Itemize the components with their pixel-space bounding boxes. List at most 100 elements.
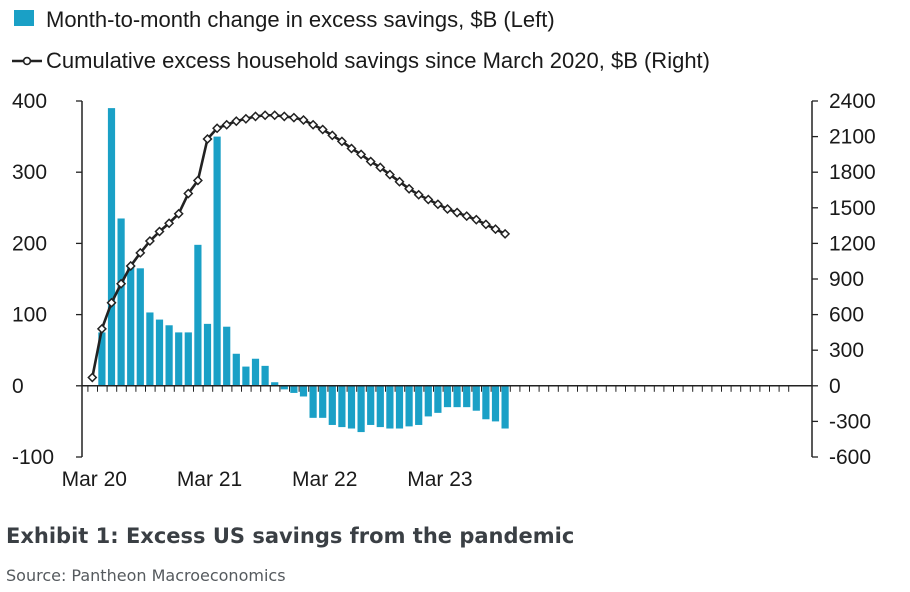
- line-point: [384, 169, 395, 180]
- legend-line-marker: [22, 56, 32, 66]
- bar-series: [98, 108, 509, 433]
- line-point: [413, 189, 424, 200]
- y-right-tick-label: 600: [829, 304, 864, 327]
- line-point: [356, 149, 367, 160]
- line-point: [500, 228, 511, 239]
- y-right-tick-label: 0: [829, 375, 841, 398]
- bar: [290, 385, 298, 393]
- bar: [424, 385, 432, 417]
- x-tick-label: Mar 23: [407, 468, 472, 491]
- bar: [347, 385, 356, 429]
- line-point: [327, 130, 338, 141]
- bar: [251, 358, 260, 386]
- y-right-tick-label: 2400: [829, 90, 876, 113]
- bar: [146, 312, 154, 386]
- legend-label-bars: Month-to-month change in excess savings,…: [46, 7, 555, 32]
- bar: [232, 353, 240, 386]
- bar: [491, 385, 500, 422]
- x-tick-label: Mar 22: [292, 468, 357, 491]
- bar: [386, 385, 394, 429]
- line-point: [490, 224, 501, 235]
- bar: [175, 332, 183, 386]
- line-point: [183, 188, 194, 199]
- bar: [338, 385, 346, 428]
- bar: [357, 385, 365, 433]
- line-point: [96, 323, 107, 334]
- y-right-tick-label: 1500: [829, 197, 876, 220]
- line-point: [144, 236, 155, 247]
- y-right-tick-label: 1200: [829, 232, 876, 255]
- bar: [261, 365, 269, 386]
- legend-label-line: Cumulative excess household savings sinc…: [46, 48, 710, 73]
- bar: [405, 385, 413, 427]
- line-point: [471, 214, 482, 225]
- line-point: [221, 119, 232, 130]
- line-point: [212, 123, 223, 134]
- bar: [453, 385, 461, 408]
- y-right-tick-label: 2100: [829, 126, 876, 149]
- line-point: [452, 207, 463, 218]
- bar: [98, 332, 106, 386]
- line-point: [432, 199, 443, 210]
- y-left-tick-label: 200: [12, 232, 47, 255]
- bar: [184, 332, 192, 386]
- line-point: [135, 247, 146, 258]
- bar: [319, 385, 327, 418]
- line-point: [116, 278, 127, 289]
- bar: [136, 268, 144, 386]
- line-point: [394, 176, 405, 187]
- bar: [367, 385, 375, 425]
- x-tick-label: Mar 21: [177, 468, 242, 491]
- line-series: [87, 110, 511, 383]
- line-point: [269, 110, 280, 121]
- bar: [482, 385, 490, 420]
- line-point: [154, 226, 165, 237]
- line-point: [125, 260, 136, 271]
- line-point: [317, 124, 328, 135]
- bar: [443, 385, 452, 408]
- line-point: [279, 111, 290, 122]
- line-point: [308, 119, 319, 130]
- line-point: [250, 111, 261, 122]
- legend-swatch-bars: [14, 10, 34, 26]
- bar: [501, 385, 509, 429]
- line-point: [480, 219, 491, 230]
- bar: [213, 136, 221, 386]
- caption-area: [0, 492, 910, 592]
- chart-caption-source: Source: Pantheon Macroeconomics: [6, 566, 286, 585]
- y-right-tick-label: 1800: [829, 161, 876, 184]
- y-left-tick-label: 0: [12, 375, 24, 398]
- y-left-tick-label: 400: [12, 90, 47, 113]
- y-right-tick-label: -300: [829, 410, 871, 433]
- bar: [328, 385, 336, 425]
- line-point: [365, 156, 376, 167]
- bar: [271, 382, 279, 386]
- line-point: [173, 208, 184, 219]
- chart-caption-title: Exhibit 1: Excess US savings from the pa…: [6, 524, 575, 548]
- x-tick-label: Mar 20: [62, 468, 127, 491]
- bar: [107, 108, 116, 386]
- y-right-tick-label: -600: [829, 446, 871, 469]
- y-left-tick-label: 300: [12, 161, 47, 184]
- bar: [280, 385, 288, 390]
- y-left-tick-label: 100: [12, 304, 47, 327]
- bar: [127, 264, 135, 386]
- bar: [299, 385, 308, 397]
- y-left-tick-label: -100: [12, 446, 54, 469]
- line-point: [298, 114, 309, 126]
- bar: [194, 244, 202, 386]
- line-point: [106, 297, 117, 308]
- line-point: [288, 112, 299, 123]
- line-point: [260, 110, 271, 121]
- line-point: [404, 183, 415, 194]
- legend: Month-to-month change in excess savings,…: [12, 7, 710, 73]
- bar: [395, 385, 404, 429]
- y-right-tick-label: 900: [829, 268, 864, 291]
- chart-svg: Month-to-month change in excess savings,…: [12, 7, 876, 491]
- bar: [165, 325, 173, 386]
- line-point: [442, 203, 453, 215]
- bar: [155, 319, 164, 386]
- axes: 400 300 200 100 0 -100 2400 2100 1800 1500 1200 900…: [12, 90, 876, 491]
- chart-area: Month-to-month change in excess savings,…: [12, 7, 876, 491]
- bar: [223, 326, 231, 386]
